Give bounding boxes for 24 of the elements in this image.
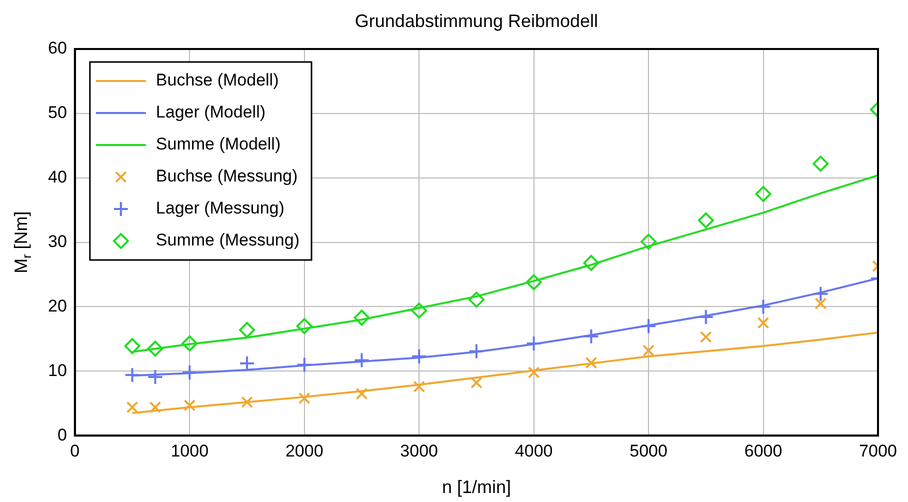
x-tick-label: 7000 [859, 441, 897, 460]
legend-label: Summe (Messung) [156, 230, 300, 250]
legend-label: Summe (Modell) [156, 134, 281, 154]
x-tick-label: 0 [70, 441, 80, 460]
x-tick-label: 1000 [170, 441, 209, 460]
x-tick-label: 6000 [744, 441, 782, 460]
x-tick-label: 3000 [400, 441, 438, 460]
y-axis-title: Mr [Nm] [10, 211, 34, 274]
legend-label: Buchse (Messung) [156, 166, 298, 186]
legend-label: Lager (Modell) [156, 102, 266, 122]
x-tick-label: 4000 [514, 441, 553, 460]
y-tick-label: 60 [48, 38, 67, 58]
y-tick-label: 20 [48, 296, 67, 316]
chart-title: Grundabstimmung Reibmodell [354, 10, 598, 31]
x-axis-title: n [1/min] [442, 476, 511, 497]
y-tick-label: 0 [57, 425, 67, 444]
x-tick-label: 5000 [630, 441, 668, 460]
y-tick-label: 50 [48, 103, 67, 122]
x-tick-label: 2000 [285, 441, 324, 460]
legend-label: Lager (Messung) [156, 198, 284, 218]
legend-label: Buchse (Modell) [156, 70, 279, 90]
y-tick-label: 10 [48, 360, 67, 380]
y-tick-label: 30 [48, 232, 67, 251]
y-tick-label: 40 [48, 168, 67, 187]
